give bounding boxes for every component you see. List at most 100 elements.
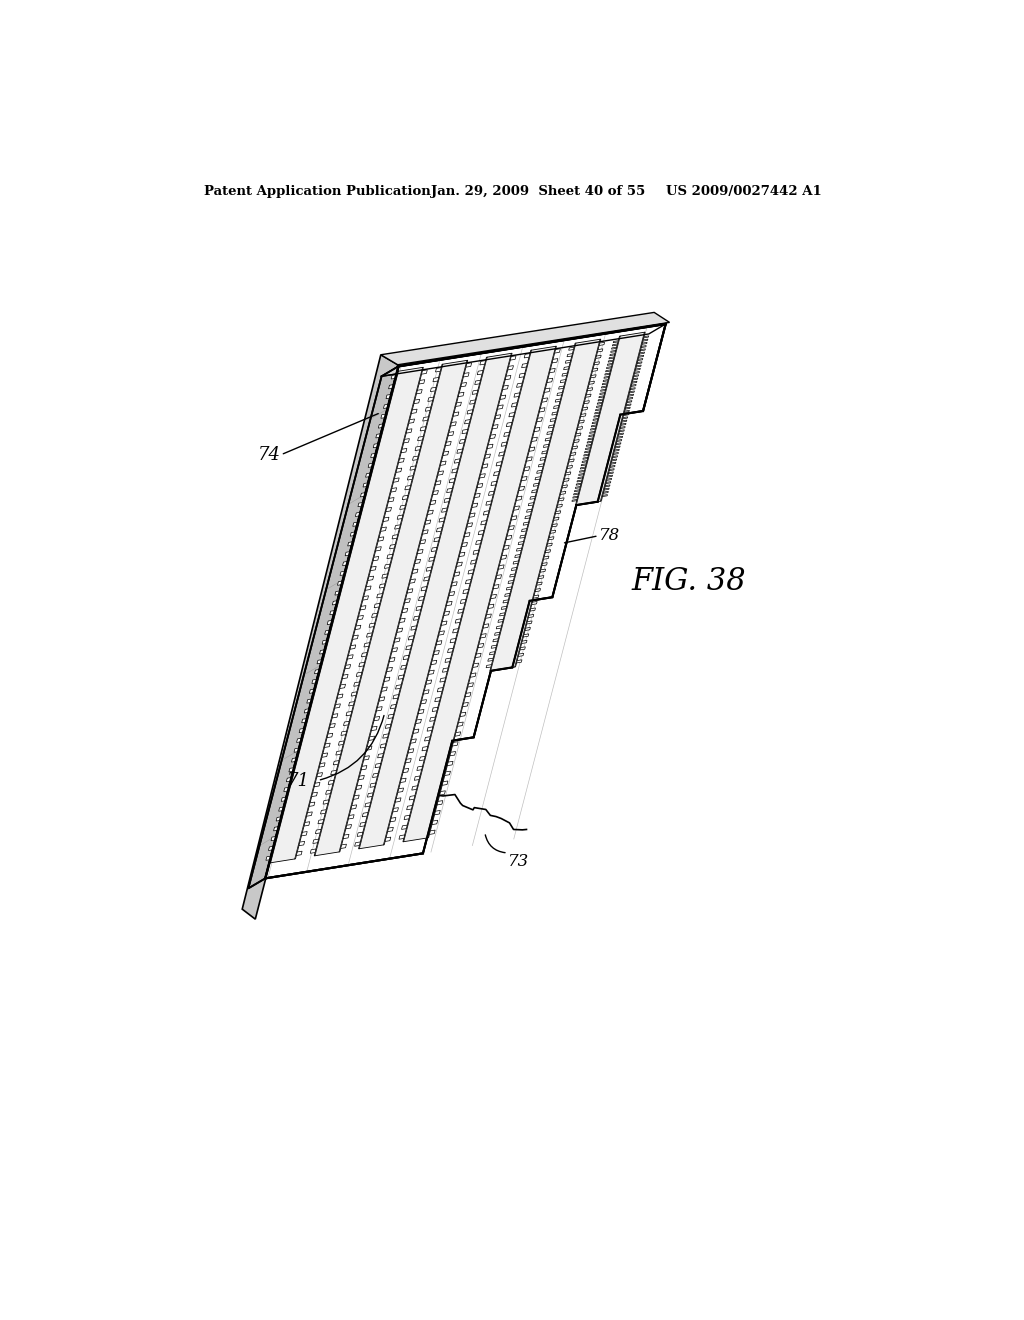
Polygon shape: [289, 768, 295, 772]
Polygon shape: [465, 579, 471, 583]
Text: FIG. 38: FIG. 38: [631, 566, 745, 598]
Polygon shape: [572, 446, 578, 449]
Polygon shape: [385, 837, 391, 841]
Polygon shape: [450, 751, 456, 756]
Polygon shape: [456, 619, 461, 623]
Polygon shape: [473, 663, 478, 668]
Polygon shape: [335, 591, 341, 595]
Polygon shape: [559, 498, 564, 502]
Polygon shape: [368, 576, 374, 581]
Polygon shape: [419, 597, 424, 601]
Polygon shape: [348, 702, 354, 706]
Polygon shape: [516, 660, 522, 663]
Polygon shape: [431, 660, 437, 665]
Polygon shape: [475, 380, 480, 384]
Polygon shape: [321, 809, 327, 814]
Polygon shape: [596, 355, 601, 359]
Polygon shape: [368, 463, 374, 467]
Polygon shape: [407, 429, 412, 433]
Polygon shape: [432, 708, 438, 711]
Polygon shape: [514, 506, 519, 511]
Polygon shape: [380, 743, 386, 748]
Polygon shape: [342, 675, 348, 678]
Polygon shape: [640, 348, 645, 351]
Polygon shape: [336, 751, 342, 755]
Polygon shape: [572, 496, 578, 498]
Polygon shape: [614, 449, 620, 451]
Polygon shape: [348, 541, 353, 546]
Polygon shape: [483, 511, 489, 515]
Polygon shape: [332, 714, 338, 718]
Polygon shape: [599, 396, 604, 397]
Polygon shape: [542, 562, 547, 566]
Polygon shape: [410, 466, 416, 470]
Polygon shape: [489, 434, 496, 438]
Polygon shape: [388, 828, 393, 832]
Polygon shape: [623, 417, 628, 418]
Polygon shape: [529, 447, 535, 451]
Polygon shape: [488, 605, 494, 609]
Polygon shape: [325, 630, 331, 635]
Polygon shape: [428, 671, 434, 675]
Polygon shape: [413, 569, 418, 573]
Polygon shape: [485, 614, 492, 618]
Polygon shape: [376, 433, 382, 438]
Polygon shape: [547, 432, 552, 434]
Polygon shape: [628, 397, 633, 400]
Polygon shape: [633, 378, 638, 380]
Polygon shape: [485, 500, 492, 506]
Polygon shape: [408, 589, 413, 593]
Polygon shape: [425, 407, 431, 412]
Polygon shape: [401, 449, 407, 453]
Polygon shape: [428, 397, 433, 401]
Polygon shape: [420, 540, 426, 544]
Polygon shape: [466, 363, 472, 367]
Polygon shape: [594, 362, 599, 364]
Polygon shape: [504, 545, 509, 549]
Polygon shape: [552, 359, 558, 363]
Polygon shape: [575, 433, 581, 436]
Polygon shape: [509, 413, 515, 417]
Polygon shape: [351, 692, 357, 696]
Polygon shape: [449, 591, 455, 595]
Polygon shape: [558, 385, 564, 389]
Polygon shape: [439, 791, 445, 795]
Polygon shape: [586, 447, 591, 450]
Polygon shape: [598, 399, 603, 401]
Polygon shape: [370, 783, 376, 787]
Polygon shape: [337, 694, 343, 698]
Polygon shape: [299, 841, 305, 846]
Polygon shape: [593, 418, 598, 421]
Polygon shape: [341, 731, 347, 735]
Polygon shape: [338, 581, 343, 585]
Polygon shape: [395, 685, 401, 689]
Polygon shape: [399, 506, 406, 510]
Polygon shape: [611, 347, 616, 350]
Polygon shape: [454, 412, 459, 416]
Polygon shape: [375, 763, 381, 768]
Polygon shape: [373, 774, 378, 777]
Polygon shape: [564, 478, 569, 482]
Polygon shape: [450, 478, 455, 483]
Polygon shape: [563, 367, 569, 370]
Polygon shape: [361, 766, 367, 770]
Polygon shape: [461, 383, 467, 387]
Polygon shape: [612, 345, 617, 346]
Polygon shape: [417, 389, 422, 393]
Polygon shape: [552, 524, 557, 527]
Polygon shape: [604, 376, 609, 379]
Polygon shape: [509, 525, 514, 529]
Polygon shape: [465, 693, 471, 697]
Polygon shape: [299, 729, 305, 733]
Polygon shape: [345, 664, 350, 669]
Polygon shape: [373, 444, 379, 447]
Polygon shape: [622, 420, 627, 422]
Text: 71: 71: [287, 772, 310, 789]
Polygon shape: [346, 825, 351, 829]
Polygon shape: [580, 470, 585, 473]
Polygon shape: [562, 374, 567, 376]
Polygon shape: [314, 360, 468, 855]
Polygon shape: [343, 561, 348, 566]
Polygon shape: [437, 801, 442, 805]
Polygon shape: [378, 754, 383, 758]
